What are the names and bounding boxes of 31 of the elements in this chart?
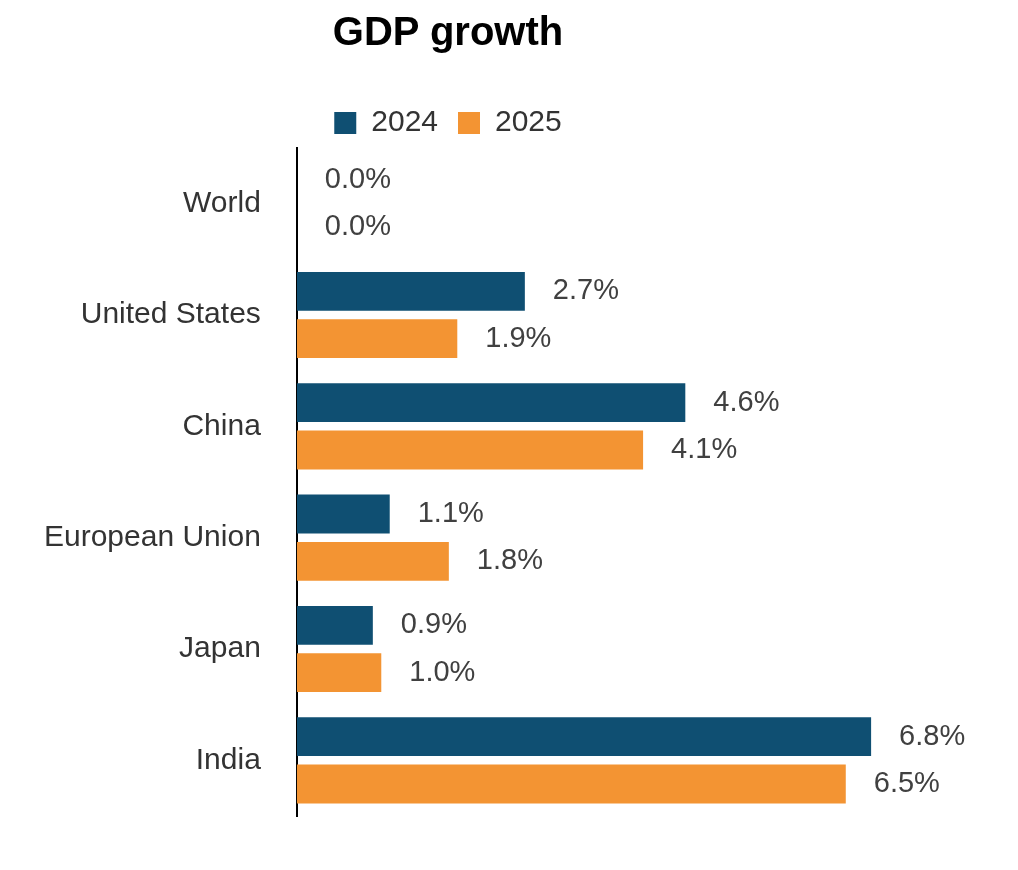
bar <box>296 605 373 645</box>
bar <box>296 764 846 804</box>
data-label: 0.9% <box>400 607 467 640</box>
data-label: 1.0% <box>409 654 476 687</box>
data-label: 1.1% <box>417 496 484 529</box>
chart-title: GDP growth <box>332 9 564 54</box>
legend-label: 2024 <box>371 104 439 138</box>
bar <box>296 319 458 359</box>
data-label: 0.0% <box>324 209 391 242</box>
bar <box>296 653 382 693</box>
bar <box>296 717 872 757</box>
bar <box>296 383 686 423</box>
y-tick-label: European Union <box>44 518 261 552</box>
y-tick-label: United States <box>80 296 261 330</box>
y-tick-label: China <box>182 407 262 441</box>
y-tick-label: Japan <box>179 630 261 664</box>
data-label: 4.1% <box>671 431 738 464</box>
bar <box>296 271 525 311</box>
bar <box>296 430 644 470</box>
bar <box>296 494 390 534</box>
y-tick-label: India <box>195 741 262 775</box>
data-label: 1.9% <box>485 320 552 353</box>
data-label: 6.5% <box>873 765 940 798</box>
data-label: 1.8% <box>476 543 543 576</box>
data-label: 2.7% <box>552 273 619 306</box>
bar <box>296 541 449 581</box>
legend-label: 2025 <box>495 104 562 138</box>
data-label: 4.6% <box>713 384 780 417</box>
y-tick-label: World <box>183 184 261 218</box>
data-label: 6.8% <box>899 718 966 751</box>
data-label: 0.0% <box>324 162 391 195</box>
